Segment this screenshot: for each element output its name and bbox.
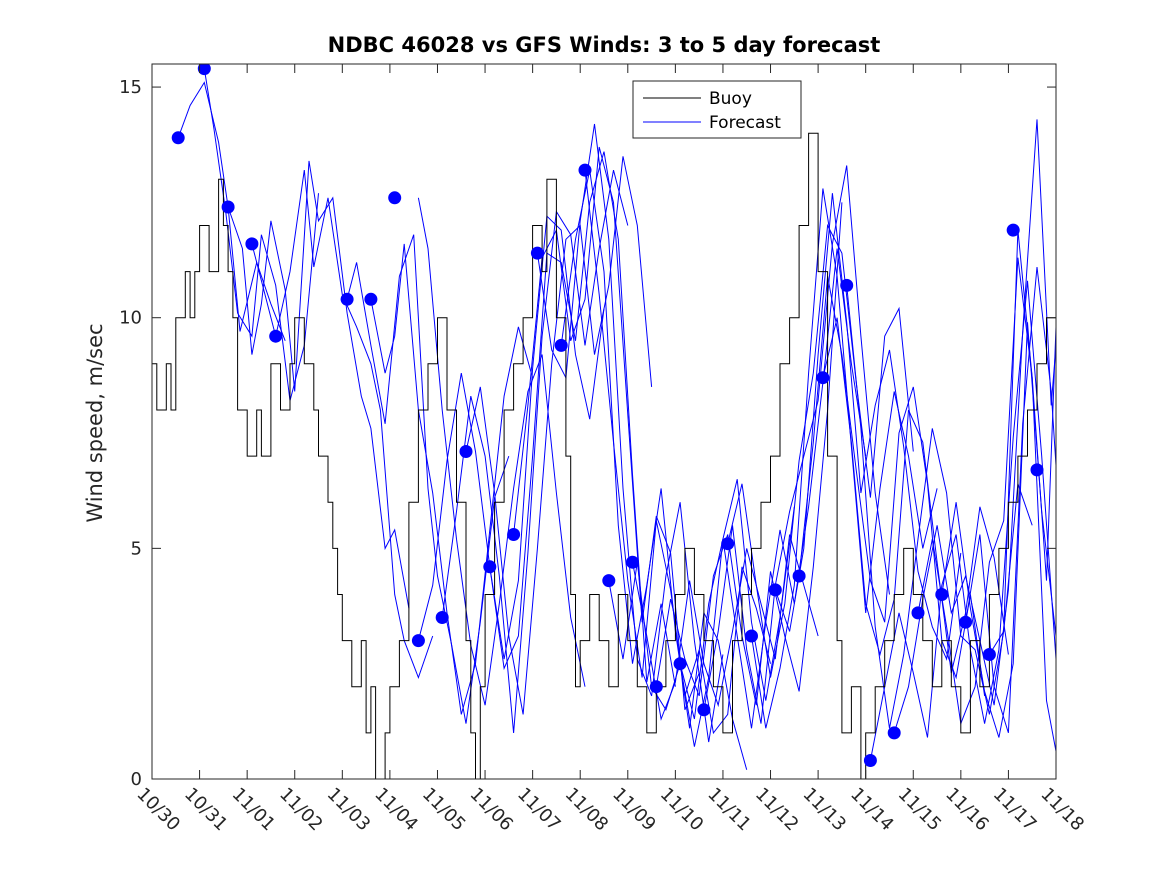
y-tick-label: 5: [131, 538, 142, 559]
forecast-marker: [602, 574, 616, 588]
forecast-marker: [388, 191, 402, 205]
legend-buoy-label: Buoy: [709, 89, 752, 109]
forecast-marker: [721, 537, 735, 551]
forecast-line-13: [536, 123, 724, 743]
plot-area: 05101510/3010/3111/0111/0211/0311/0411/0…: [119, 63, 1088, 835]
forecast-marker: [768, 583, 782, 597]
forecast-line-9: [441, 169, 629, 733]
forecast-line-19: [679, 248, 867, 747]
forecast-marker: [364, 292, 378, 306]
buoy-line: [152, 132, 1056, 779]
forecast-marker: [411, 634, 425, 648]
forecast-line-25: [822, 317, 1009, 674]
forecast-marker: [840, 278, 854, 292]
forecast-marker: [507, 528, 521, 541]
data-layer: [152, 64, 1056, 779]
forecast-marker: [1030, 463, 1044, 477]
forecast-marker: [959, 615, 973, 629]
forecast-line-3: [227, 160, 410, 609]
forecast-marker: [483, 560, 497, 574]
forecast-marker: [697, 703, 711, 717]
legend: Buoy Forecast: [632, 80, 802, 139]
axes-box: [151, 63, 1057, 780]
forecast-marker: [935, 588, 949, 601]
forecast-line-4: [251, 170, 434, 679]
forecast-marker: [221, 200, 235, 214]
forecast-marker: [673, 657, 687, 671]
y-tick-label: 10: [119, 308, 142, 329]
y-axis-label: Wind speed, m/sec: [83, 323, 107, 522]
forecast-line-6: [370, 243, 534, 715]
y-tick-label: 0: [131, 769, 142, 790]
forecast-marker: [171, 131, 185, 145]
forecast-marker: [578, 163, 592, 177]
forecast-line-10: [465, 156, 653, 715]
forecast-marker: [816, 371, 830, 385]
forecast-line-18: [655, 202, 843, 706]
forecast-marker: [792, 569, 806, 583]
legend-forecast-label: Forecast: [709, 113, 781, 133]
forecast-marker: [340, 292, 354, 306]
y-tick-label: 15: [119, 77, 142, 98]
forecast-line-23: [774, 193, 962, 661]
forecast-line-14: [560, 169, 748, 770]
forecast-line-21: [727, 223, 914, 678]
forecast-line-16: [608, 479, 795, 720]
forecast-marker: [863, 754, 877, 767]
forecast-marker: [626, 555, 639, 569]
forecast-line-31: [965, 266, 1056, 734]
forecast-line-12: [513, 146, 700, 710]
forecast-marker: [530, 246, 544, 260]
forecast-marker: [982, 648, 996, 661]
forecast-marker: [745, 629, 758, 643]
forecast-marker: [269, 329, 283, 343]
axes-background: [152, 64, 1056, 779]
forecast-marker: [1006, 223, 1020, 237]
forecast-line-2: [203, 68, 319, 401]
forecast-marker: [459, 445, 473, 458]
legend-box: [632, 80, 802, 139]
forecast-marker: [245, 237, 259, 251]
forecast-marker: [435, 611, 449, 624]
forecast-marker: [197, 64, 211, 76]
forecast-marker: [887, 726, 901, 740]
forecast-marker: [649, 680, 663, 694]
forecast-marker: [911, 606, 925, 620]
chart-title: NDBC 46028 vs GFS Winds: 3 to 5 day fore…: [328, 33, 881, 57]
forecast-line-24: [798, 276, 986, 697]
forecast-line-32: [988, 230, 1056, 655]
forecast-marker: [554, 338, 568, 352]
forecast-line-17: [632, 534, 819, 721]
forecast-line-7: [417, 197, 586, 706]
